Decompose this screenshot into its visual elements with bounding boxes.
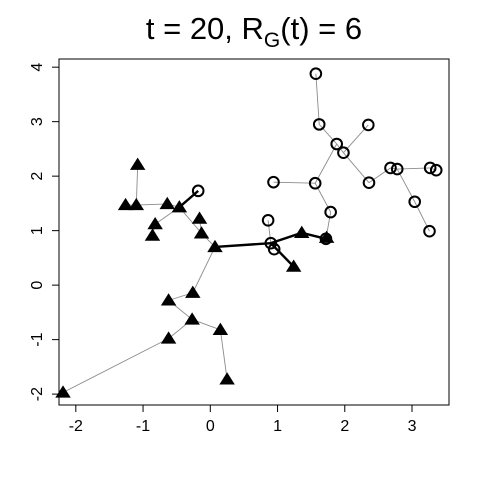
triangle-point: [219, 372, 235, 385]
title-suffix: (t) = 6: [280, 11, 362, 46]
y-tick-label: 4: [29, 63, 46, 72]
x-axis: -2 -1 0 1 2 3: [69, 404, 417, 435]
circle-point: [309, 67, 323, 81]
circle-point: [312, 118, 326, 131]
y-tick-label: 2: [29, 172, 46, 181]
x-tick-label: 0: [206, 418, 215, 435]
circle-point: [362, 176, 376, 189]
circle-point: [390, 162, 404, 176]
circle-point: [267, 242, 281, 256]
triangle-point: [117, 197, 134, 211]
x-tick-label: 1: [273, 418, 282, 435]
triangle-point: [184, 312, 200, 325]
triangle-point: [160, 293, 177, 306]
circle-point: [408, 195, 422, 209]
x-tick-label: 2: [340, 418, 349, 435]
title-subscript: G: [264, 29, 280, 52]
triangle-point: [193, 226, 210, 239]
triangle-point: [285, 259, 302, 272]
circle-point: [267, 175, 280, 189]
y-tick-label: 1: [29, 226, 46, 235]
circle-point: [423, 224, 436, 238]
thin-edge: [343, 152, 370, 183]
thin-edge: [314, 143, 338, 184]
thin-edge: [315, 73, 320, 125]
y-tick-label: 0: [29, 281, 46, 290]
triangle-point: [191, 211, 208, 224]
thin-edge: [267, 220, 272, 244]
thin-edge: [368, 167, 391, 184]
x-tick-label: 3: [408, 418, 417, 435]
triangle-point: [128, 197, 145, 211]
circle-point: [429, 163, 443, 177]
bold-edge: [214, 241, 271, 249]
triangle-point: [144, 228, 161, 241]
circle-point: [324, 205, 337, 219]
triangle-point: [207, 239, 223, 253]
triangle-point: [129, 157, 146, 170]
thin-edge: [318, 124, 338, 145]
circle-point: [330, 137, 344, 151]
triangle-point: [160, 331, 177, 344]
title-prefix: t = 20, R: [146, 11, 264, 46]
x-tick-label: -1: [136, 418, 150, 435]
thin-edges-layer: [62, 73, 437, 393]
circle-point: [261, 213, 275, 227]
thin-edge: [192, 246, 216, 293]
y-tick-label: -2: [29, 387, 46, 401]
bold-edge: [178, 189, 199, 209]
circle-point: [308, 176, 322, 190]
x-tick-label: -2: [69, 418, 83, 435]
triangle-point: [147, 216, 163, 230]
chart-title: t = 20, RG(t) = 6: [146, 11, 362, 52]
y-axis: -2 -1 0 1 2 3 4: [29, 63, 60, 401]
circle-point: [384, 161, 397, 175]
thin-edge: [62, 338, 169, 393]
circle-point: [362, 118, 375, 132]
circle-point: [337, 146, 350, 160]
plot-frame: [58, 58, 450, 406]
thin-edge: [219, 329, 228, 380]
triangle-point: [171, 200, 188, 213]
triangle-point: [185, 285, 201, 298]
triangle-point: [212, 322, 229, 335]
points-layer: [55, 67, 443, 398]
circle-point: [191, 184, 205, 198]
circle-point: [423, 161, 437, 175]
thin-edge: [273, 181, 316, 184]
y-tick-label: -1: [29, 332, 46, 346]
triangle-point: [159, 196, 175, 210]
triangle-point: [294, 225, 310, 238]
triangle-point: [55, 385, 71, 398]
y-tick-label: 3: [29, 117, 46, 126]
triangle-point: [318, 230, 335, 243]
thin-edge: [136, 203, 168, 206]
